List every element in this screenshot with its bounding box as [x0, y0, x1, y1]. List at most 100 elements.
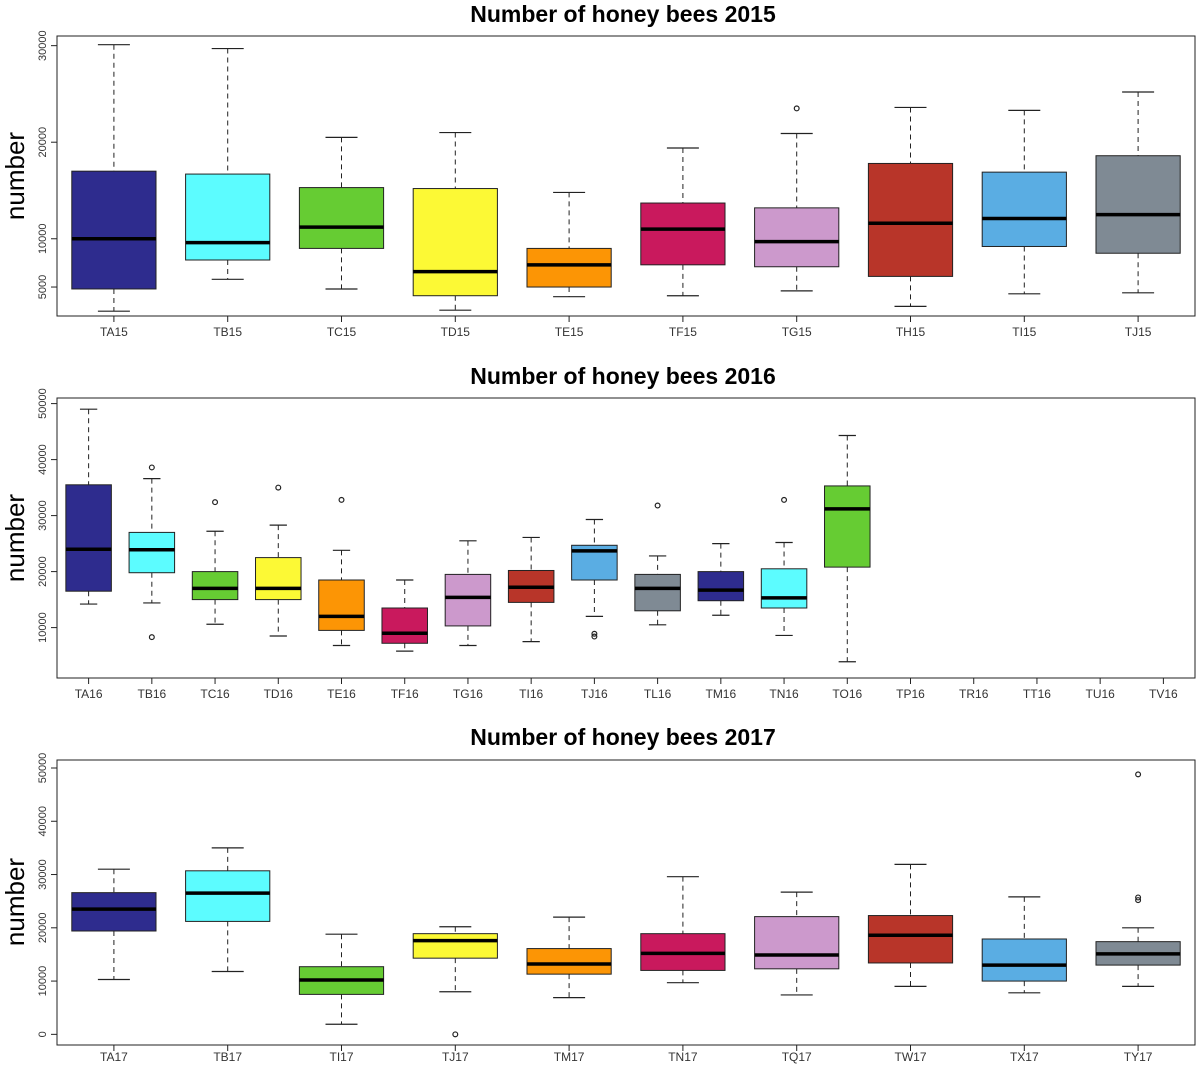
iqr-box	[65, 484, 112, 592]
iqr-box	[981, 171, 1067, 247]
outlier-point	[793, 105, 800, 112]
x-tick-label: TM16	[705, 687, 736, 701]
x-tick-label: TQ17	[782, 1050, 812, 1064]
outlier-point	[212, 499, 219, 506]
box-tw17	[867, 863, 954, 988]
y-tick-label: 30000	[37, 500, 49, 531]
iqr-box	[867, 915, 954, 964]
box-tg15	[754, 105, 840, 292]
y-tick-label: 40000	[37, 806, 49, 837]
x-tick-label: TC16	[200, 687, 230, 701]
box-tj17	[412, 926, 498, 1038]
y-tick-label: 5000	[37, 275, 49, 299]
x-tick-label: TN17	[668, 1050, 698, 1064]
iqr-box	[381, 607, 428, 644]
plot-frame	[56, 759, 1196, 1046]
y-tick-label: 10000	[37, 612, 49, 643]
x-tick-label: TV16	[1149, 687, 1178, 701]
x-tick-label: TM17	[554, 1050, 585, 1064]
iqr-box	[867, 162, 954, 277]
box-tn16	[760, 496, 808, 637]
box-tm16	[697, 542, 745, 616]
y-tick-label: 50000	[37, 753, 49, 784]
box-tn17	[640, 876, 726, 984]
box-tc15	[298, 136, 385, 290]
plot-frame	[56, 35, 1196, 317]
outlier-point	[1135, 897, 1142, 904]
box-tf16	[381, 579, 428, 652]
iqr-box	[634, 573, 681, 612]
iqr-box	[444, 573, 492, 627]
outlier-point	[275, 484, 282, 491]
x-tick-label: TI17	[329, 1050, 353, 1064]
x-tick-label: TR16	[959, 687, 989, 701]
iqr-box	[754, 207, 840, 268]
x-tick-label: TH15	[896, 325, 926, 339]
iqr-box	[412, 188, 498, 297]
chart-title: Number of honey bees 2015	[470, 1, 776, 27]
x-tick-label: TJ17	[442, 1050, 469, 1064]
iqr-box	[185, 870, 271, 922]
box-ta15	[71, 44, 157, 312]
iqr-box	[412, 933, 498, 959]
iqr-box	[981, 938, 1067, 982]
y-tick-label: 20000	[37, 127, 49, 158]
plot-frame	[56, 397, 1196, 679]
outlier-point	[148, 634, 155, 641]
box-tg16	[444, 540, 492, 647]
iqr-box	[71, 170, 157, 290]
x-tick-label: TG16	[453, 687, 483, 701]
iqr-box	[191, 571, 239, 601]
x-tick-label: TA17	[100, 1050, 128, 1064]
iqr-box	[71, 892, 157, 932]
iqr-box	[526, 247, 612, 288]
x-tick-label: TW17	[894, 1050, 926, 1064]
iqr-box	[697, 571, 745, 602]
box-to16	[824, 434, 871, 663]
outlier-point	[781, 496, 788, 503]
box-th15	[867, 106, 954, 307]
y-tick-label: 10000	[37, 966, 49, 997]
outlier-point	[654, 502, 661, 509]
x-tick-label: TU16	[1085, 687, 1115, 701]
box-ti16	[507, 536, 555, 643]
x-tick-label: TG15	[782, 325, 812, 339]
box-tj15	[1095, 91, 1181, 294]
box-ti17	[298, 933, 385, 1025]
box-ta17	[71, 868, 157, 981]
chart-title: Number of honey bees 2017	[470, 724, 776, 750]
x-tick-label: TT16	[1023, 687, 1051, 701]
box-te16	[318, 496, 365, 647]
x-tick-label: TE16	[327, 687, 356, 701]
chart-panel-2: Number of honey bees 2016 number 10000 2000…	[0, 363, 1196, 701]
box-tm17	[526, 916, 612, 999]
box-ti15	[981, 109, 1067, 295]
x-tick-label: TP16	[896, 687, 925, 701]
box-tl16	[634, 502, 681, 626]
iqr-box	[318, 579, 365, 631]
y-tick-label: 0	[37, 1031, 49, 1037]
iqr-box	[760, 568, 808, 609]
x-tick-label: TE15	[555, 325, 584, 339]
x-tick-label: TA16	[75, 687, 103, 701]
y-tick-label: 50000	[37, 388, 49, 419]
iqr-box	[1095, 155, 1181, 254]
box-tb17	[185, 847, 271, 973]
box-ta16	[65, 408, 112, 605]
x-tick-label: TY17	[1124, 1050, 1153, 1064]
x-tick-label: TC15	[327, 325, 357, 339]
y-tick-label: 20000	[37, 913, 49, 944]
box-td15	[412, 131, 498, 311]
box-td16	[255, 484, 302, 637]
box-ty17	[1095, 771, 1181, 988]
chart-title: Number of honey bees 2016	[470, 363, 776, 389]
x-tick-label: TI16	[519, 687, 543, 701]
y-axis-label: number	[0, 494, 30, 582]
x-tick-label: TB15	[213, 325, 242, 339]
iqr-box	[754, 916, 840, 970]
box-te15	[526, 191, 612, 298]
x-tick-label: TF15	[669, 325, 697, 339]
x-tick-label: TJ16	[581, 687, 608, 701]
